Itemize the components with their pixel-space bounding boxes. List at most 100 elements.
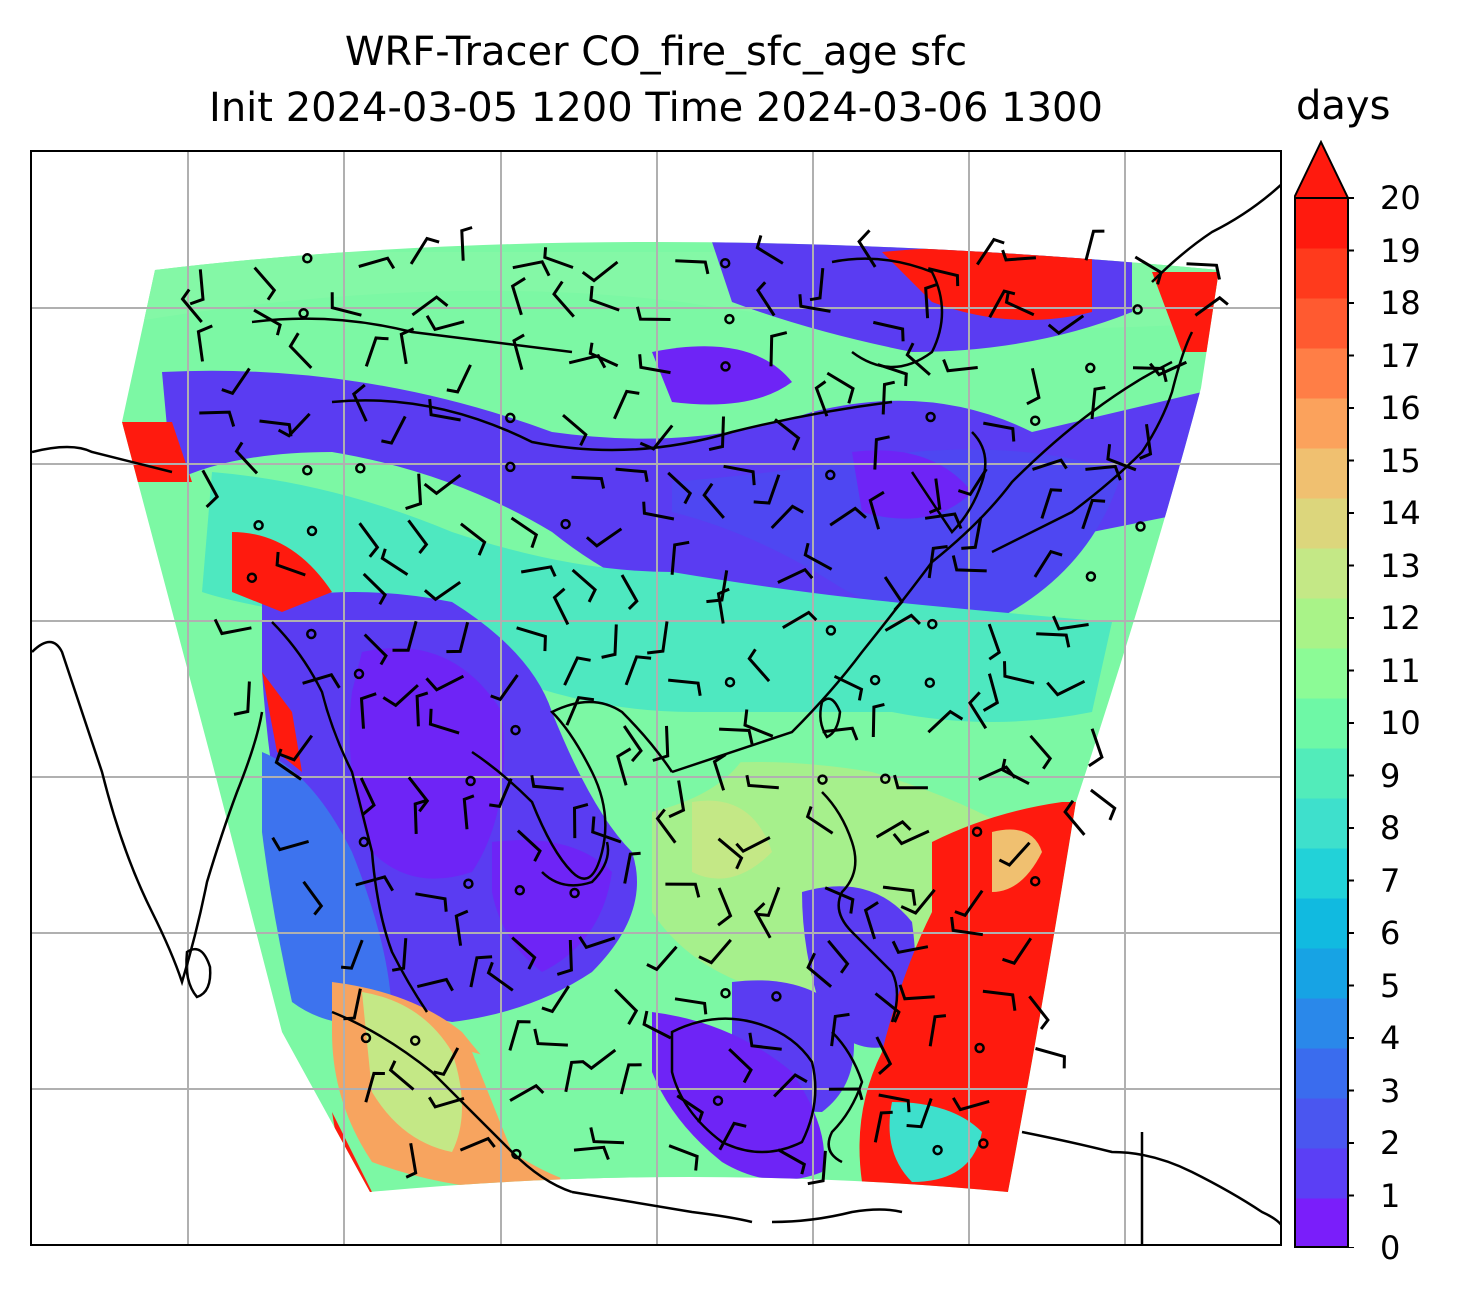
wind-barb — [288, 332, 313, 369]
wind-barb — [1028, 995, 1050, 1030]
wind-barb — [706, 570, 729, 604]
wind-barb — [619, 1063, 642, 1095]
calm-wind-circle — [925, 411, 936, 423]
wind-barb — [275, 551, 306, 577]
wind-barb — [755, 234, 784, 265]
wind-barb — [667, 471, 693, 505]
wind-barb — [277, 412, 311, 438]
wind-barb — [774, 418, 801, 451]
calm-wind-circle — [1029, 415, 1041, 426]
wind-barb — [407, 519, 429, 555]
wind-barb — [824, 886, 855, 914]
wind-barb — [928, 1014, 947, 1047]
calm-wind-circle — [817, 774, 828, 785]
wind-barb — [234, 441, 259, 475]
wind-barb — [486, 961, 514, 992]
wind-barb — [428, 1096, 465, 1109]
wind-barb — [462, 794, 475, 830]
calm-wind-circle — [358, 836, 370, 848]
calm-wind-circle — [1132, 304, 1143, 315]
wind-barb — [620, 574, 639, 610]
colorbar-segment — [1294, 1148, 1348, 1199]
calm-wind-circle — [724, 676, 736, 688]
wind-barb — [543, 247, 574, 269]
calm-wind-circle — [514, 885, 526, 896]
wind-barb — [565, 695, 595, 726]
wind-barb — [635, 306, 671, 321]
wind-barb — [552, 587, 570, 626]
colorbar-segment — [1294, 698, 1348, 749]
calm-wind-circle — [505, 412, 516, 424]
wind-barb — [717, 837, 744, 870]
calm-wind-circle — [253, 520, 264, 531]
colorbar-tick-label: 15 — [1380, 441, 1421, 480]
colorbar-tick-label: 18 — [1380, 284, 1421, 322]
wind-barb — [516, 626, 547, 652]
wind-barb — [358, 522, 380, 558]
wind-barb — [748, 1032, 782, 1051]
wind-barb — [807, 1150, 827, 1186]
coastlines — [32, 183, 1280, 1244]
wind-barb — [302, 673, 341, 689]
wind-barb — [614, 988, 639, 1025]
wind-barb — [898, 984, 935, 1001]
wind-barb — [782, 610, 818, 629]
wind-barb — [490, 674, 519, 702]
colorbar-segment — [1294, 648, 1348, 699]
colorbar-tick-label: 19 — [1380, 231, 1421, 270]
calm-wind-circle — [974, 1042, 985, 1054]
wind-barb — [830, 1012, 850, 1047]
wind-barb — [581, 1048, 617, 1071]
wind-barb — [213, 618, 252, 636]
wind-barb — [702, 482, 725, 519]
wind-barb — [1035, 1047, 1066, 1069]
wind-barb — [976, 237, 1005, 266]
wind-barb — [391, 938, 408, 972]
colorbar-tick-label: 7 — [1380, 861, 1401, 900]
wind-barb — [1003, 661, 1035, 685]
wind-barb — [530, 775, 564, 791]
wind-barb — [773, 1073, 808, 1098]
wind-barb — [875, 1036, 893, 1076]
wind-barb — [826, 371, 855, 404]
wind-barb — [877, 363, 908, 387]
calm-wind-circle — [825, 469, 836, 481]
wind-barb — [881, 380, 896, 415]
wind-barb — [363, 633, 388, 666]
wind-barb — [652, 725, 670, 762]
colorbar-segment — [1294, 1098, 1348, 1149]
wind-barb — [601, 624, 618, 659]
map-panel — [30, 150, 1282, 1246]
colorbar-segment — [1294, 948, 1348, 999]
wind-barb — [516, 829, 542, 862]
wind-barb — [905, 342, 931, 376]
wind-barb — [950, 916, 984, 937]
gridlines — [32, 152, 1280, 1244]
wind-barb — [591, 816, 622, 844]
wind-barb — [1033, 549, 1063, 578]
wind-barb — [884, 613, 921, 632]
wind-barb — [927, 545, 948, 579]
wind-barb — [413, 799, 427, 834]
wind-barb — [460, 226, 473, 261]
colorbar-tick-label: 16 — [1380, 389, 1421, 427]
wind-barb — [343, 988, 362, 1021]
wind-barb — [572, 802, 589, 839]
calm-wind-circle — [360, 1032, 372, 1044]
calm-wind-circle — [971, 826, 983, 837]
wind-barb — [1084, 229, 1105, 261]
wind-barb — [769, 331, 788, 367]
wind-barb — [718, 1121, 747, 1151]
wind-barb — [364, 336, 389, 367]
calm-wind-circle — [712, 1095, 724, 1106]
wind-barb — [871, 702, 885, 738]
colorbar — [1294, 140, 1354, 1248]
wind-barb — [415, 892, 448, 912]
wind-barb — [355, 875, 394, 892]
wind-barb — [533, 1028, 568, 1047]
wind-barb — [829, 506, 867, 527]
wind-barb — [708, 416, 725, 452]
wind-barb — [405, 1143, 418, 1179]
calm-wind-circle — [306, 525, 318, 537]
wind-barb — [747, 648, 771, 683]
